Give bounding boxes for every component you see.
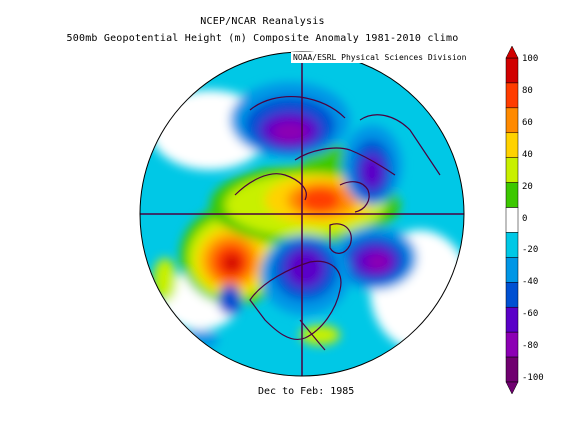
credit-label: NOAA/ESRL Physical Sciences Division [291,52,469,63]
colorbar-swatch [505,306,519,333]
colorbar-tick-label: 80 [522,85,533,96]
negative-anomaly-siberia [230,82,350,158]
colorbar-swatch [505,331,519,358]
colorbar-max-arrow [505,45,519,59]
colorbar-swatch [505,157,519,183]
colorbar-swatch [505,232,519,258]
colorbar-swatch [505,207,519,233]
colorbar-swatch [505,132,519,158]
colorbar-tick-label: 100 [522,54,539,64]
colorbar-swatch [505,57,519,84]
colorbar-tick-label: 60 [522,117,533,128]
negative-anomaly-north-atlantic [333,226,417,290]
period-label: Dec to Feb: 1985 [258,386,355,397]
colorbar-tick-label: -60 [522,309,539,320]
chart-subtitle: 500mb Geopotential Height (m) Composite … [66,33,459,44]
colorbar-tick-label: -80 [522,341,539,352]
colorbar-min-arrow [505,381,519,395]
colorbar-tick-label: -40 [522,277,539,288]
colorbar-swatch [505,82,519,109]
colorbar-tick-label: -100 [522,373,544,383]
colorbar-swatch [505,356,519,383]
colorbar-swatch [505,257,519,283]
colorbar-swatch [505,182,519,208]
colorbar-tick-label: 0 [522,213,528,224]
colorbar-tick-label: 20 [522,181,533,192]
colorbar-swatch [505,282,519,308]
negative-anomaly-canada [218,235,350,315]
coastlines [234,95,441,351]
colorbar-tick-label: 40 [522,149,533,160]
colorbar-swatch [505,107,519,134]
chart-title: NCEP/NCAR Reanalysis [200,16,325,27]
colorbar-tick-label: -20 [522,245,539,256]
